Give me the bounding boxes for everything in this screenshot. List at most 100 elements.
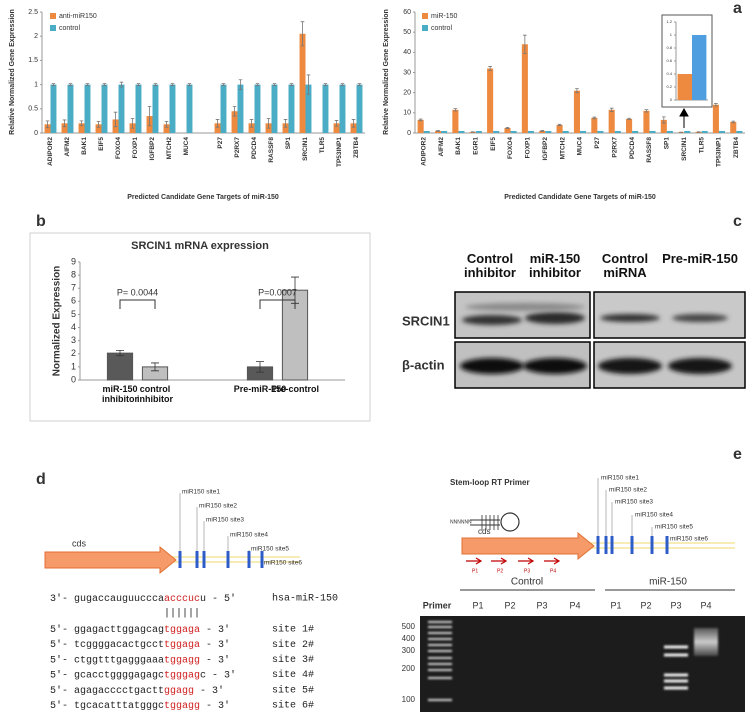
x-tick-label: MTCH2 bbox=[559, 137, 566, 160]
sequence-part: 5'- agagacccctgactt bbox=[50, 684, 164, 696]
bar bbox=[475, 130, 482, 133]
error-bar bbox=[731, 120, 736, 124]
primer-name: P4 bbox=[550, 568, 556, 574]
x-tick-label: TLR5 bbox=[698, 137, 705, 154]
site-sequence: 5'- ggagacttggagcagtggaga - 3' bbox=[50, 624, 230, 636]
bar bbox=[573, 90, 580, 133]
bar bbox=[339, 84, 346, 133]
sequence-part: 3'- gugaccauguuccca bbox=[50, 593, 164, 605]
sequence-name: site 2# bbox=[272, 639, 314, 651]
x-tick-label: FOXO4 bbox=[115, 137, 122, 159]
x-tick-label: MTCH2 bbox=[166, 137, 173, 160]
sequence-name: site 1# bbox=[272, 624, 314, 636]
error-bar bbox=[557, 123, 562, 126]
bar bbox=[299, 33, 306, 133]
error-bar bbox=[627, 117, 631, 120]
bar bbox=[580, 130, 587, 133]
primer-label: Stem-loop RT Primer bbox=[450, 478, 530, 487]
x-tick-label: PDCD4 bbox=[251, 137, 258, 159]
blot-column-label: Control miRNA bbox=[601, 251, 649, 281]
y-tick-label: 0 bbox=[71, 374, 76, 384]
error-bar bbox=[300, 21, 305, 47]
bar bbox=[214, 123, 221, 133]
bar bbox=[163, 124, 170, 133]
x-tick-label: P27 bbox=[594, 137, 601, 149]
sequence-name: site 4# bbox=[272, 669, 314, 681]
x-tick-label: SRCIN1 bbox=[681, 137, 688, 161]
sequence-part: 5'- tcggggacactgcct bbox=[50, 639, 164, 651]
bar bbox=[608, 109, 615, 133]
gel-size-label: 200 bbox=[402, 664, 416, 673]
y-tick-label: 1 bbox=[71, 361, 76, 371]
bar bbox=[84, 84, 91, 133]
blot-row-label: β-actin bbox=[402, 357, 445, 372]
bar bbox=[106, 352, 134, 381]
site-sequence: 5'- tgcacatttatgggctggagg - 3' bbox=[50, 700, 230, 712]
sequence-name: site 3# bbox=[272, 654, 314, 666]
site-label: miR150 site6 bbox=[670, 536, 708, 543]
bar bbox=[118, 84, 125, 133]
error-bar bbox=[187, 83, 192, 86]
x-tick-label: ZBTB4 bbox=[733, 137, 740, 158]
site-label: miR150 site3 bbox=[206, 517, 244, 524]
bar bbox=[231, 111, 238, 133]
bar bbox=[660, 119, 667, 133]
legend-swatch bbox=[50, 25, 56, 31]
seed: acccuc bbox=[164, 594, 200, 605]
y-axis-label: Normalized Expression bbox=[52, 266, 63, 377]
significance-bracket bbox=[259, 299, 296, 309]
gel-group-label: miR-150 bbox=[649, 577, 687, 588]
error-bar bbox=[153, 83, 158, 86]
x-tick-label: EIF5 bbox=[98, 137, 105, 151]
sequence-part: 5'- ctggtttgagggaaa bbox=[50, 654, 164, 666]
y-tick-label: 20 bbox=[403, 90, 411, 97]
x-tick-label: FOXO4 bbox=[507, 137, 514, 159]
x-tick-label: ZBTB4 bbox=[353, 137, 360, 158]
x-tick-label: RASSF8 bbox=[268, 137, 275, 163]
x-tick-label: SP1 bbox=[664, 137, 671, 150]
error-bar bbox=[68, 83, 73, 86]
x-tick-label: FOXP1 bbox=[525, 137, 532, 159]
annotation: P= 0.0044 bbox=[117, 287, 158, 297]
y-tick-label: 0 bbox=[34, 130, 38, 137]
error-bar bbox=[249, 119, 254, 128]
bar bbox=[248, 123, 255, 133]
bar bbox=[350, 123, 357, 133]
bar bbox=[701, 130, 708, 133]
x-tick-label: P2RX7 bbox=[234, 137, 241, 158]
bar bbox=[417, 119, 424, 133]
seed: tggagg bbox=[164, 701, 200, 712]
y-tick-label: 0.5 bbox=[28, 106, 38, 113]
x-tick-label: P27 bbox=[217, 137, 224, 149]
y-tick-label: 0 bbox=[407, 130, 411, 137]
error-bar bbox=[575, 88, 579, 94]
x-tick-label: P2RX7 bbox=[611, 137, 618, 158]
bar bbox=[61, 123, 68, 133]
y-tick-label: 3 bbox=[71, 335, 76, 345]
site-label: miR150 site4 bbox=[230, 532, 268, 539]
x-tick-label: IGFBP2 bbox=[542, 137, 549, 161]
x-tick-label: TP53INP1 bbox=[336, 137, 343, 167]
y-axis-label: Relative Normalized Gene Expression bbox=[383, 9, 390, 135]
error-bar bbox=[306, 74, 311, 95]
error-bar bbox=[215, 119, 220, 128]
blot bbox=[454, 291, 746, 389]
gel-lane-label: P4 bbox=[569, 600, 580, 610]
y-tick-label: 0.6 bbox=[666, 58, 672, 63]
y-tick-label: 50 bbox=[403, 29, 411, 36]
x-tick-label: Pre-miR-150 bbox=[233, 384, 287, 394]
gel-lane-label: P4 bbox=[700, 600, 711, 610]
x-tick-label: BAK1 bbox=[81, 137, 88, 155]
seed: tggaga bbox=[164, 625, 200, 636]
y-tick-label: 1.2 bbox=[666, 19, 672, 24]
seed: tggagg bbox=[164, 655, 200, 666]
legend-label: miR-150 bbox=[431, 13, 458, 20]
error-bar bbox=[334, 120, 339, 127]
sequence-part: - 3' bbox=[200, 624, 230, 636]
x-tick-label: miR-150 inhibitor bbox=[102, 384, 138, 404]
bar bbox=[692, 35, 707, 100]
error-bar bbox=[116, 350, 124, 357]
error-bar bbox=[151, 362, 159, 372]
y-tick-label: 5 bbox=[71, 309, 76, 319]
bar bbox=[67, 84, 74, 133]
